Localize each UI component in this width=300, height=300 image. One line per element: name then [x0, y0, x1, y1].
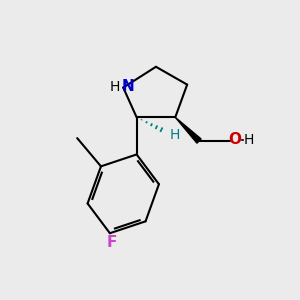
Text: F: F — [106, 235, 116, 250]
Text: H: H — [244, 133, 254, 147]
Polygon shape — [175, 117, 201, 143]
Text: O: O — [228, 132, 241, 147]
Text: N: N — [121, 80, 134, 94]
Text: H: H — [110, 80, 120, 94]
Text: H: H — [170, 128, 181, 142]
